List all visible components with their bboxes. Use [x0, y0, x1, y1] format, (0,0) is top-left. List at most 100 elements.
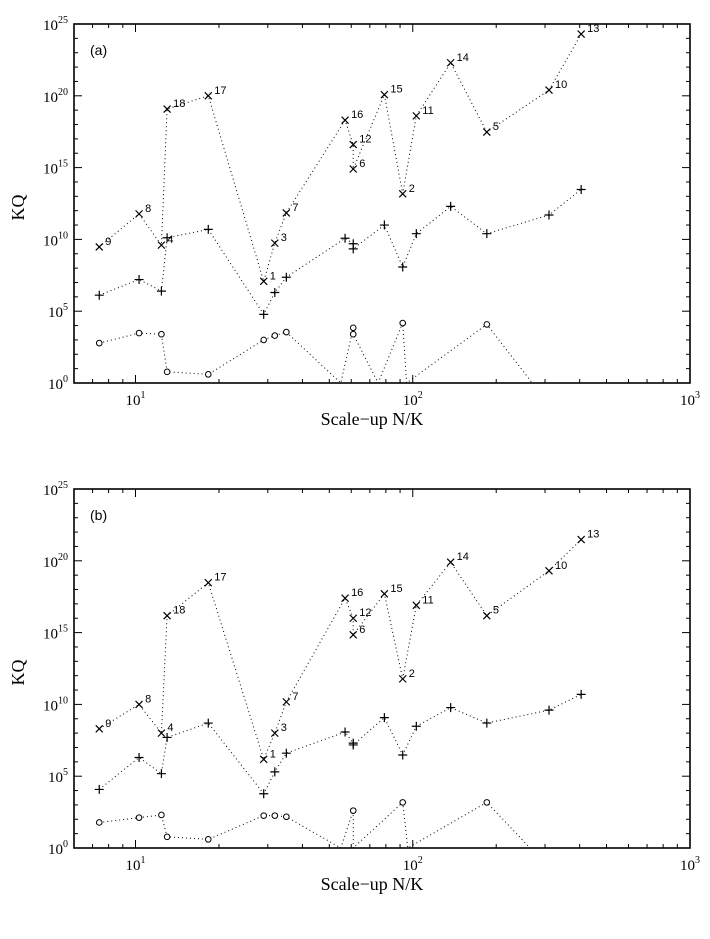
- cross-marker: [446, 58, 455, 67]
- circle-marker: [260, 336, 268, 344]
- y-tick-label: 1010: [43, 230, 68, 249]
- y-tick-label: 1010: [43, 695, 68, 714]
- plus-marker: [94, 290, 104, 300]
- y-tick-label: 105: [48, 767, 68, 786]
- point-label: 10: [555, 79, 567, 91]
- cross-marker: [157, 729, 166, 738]
- cross-marker: [577, 535, 586, 544]
- plot-area: [94, 30, 586, 383]
- point-label: 4: [167, 234, 173, 246]
- plus-marker: [379, 220, 389, 230]
- plus-marker: [482, 229, 492, 239]
- plus-marker: [544, 705, 554, 715]
- cross-marker: [380, 589, 389, 598]
- y-tick-label: 1025: [43, 15, 68, 34]
- cross-marker: [577, 30, 586, 38]
- point-label: 6: [359, 624, 365, 636]
- y-tick-label: 1015: [43, 159, 68, 178]
- point-label: 1: [270, 270, 276, 282]
- plus-marker: [203, 224, 213, 234]
- circle-marker: [399, 799, 407, 806]
- cross-marker: [282, 208, 291, 217]
- circle-marker: [135, 329, 143, 337]
- point-label: 7: [292, 691, 298, 703]
- axes-frame: [73, 23, 691, 384]
- panel-label: (a): [90, 42, 107, 58]
- y-tick-label: 105: [48, 302, 68, 321]
- cross-marker: [349, 630, 358, 639]
- x-tick-label: 103: [680, 855, 700, 874]
- cross-marker: [446, 558, 455, 567]
- circle-marker: [483, 799, 491, 806]
- axes-frame: [73, 488, 691, 849]
- circle-marker: [283, 813, 290, 821]
- point-label: 8: [145, 693, 151, 705]
- cross-marker: [380, 90, 389, 99]
- point-label: 7: [292, 202, 298, 214]
- plus-marker: [544, 210, 554, 220]
- plus-marker: [270, 288, 280, 298]
- series-line-plus: [98, 693, 582, 795]
- circle-marker: [95, 339, 103, 347]
- cross-marker: [95, 724, 104, 733]
- circle-marker: [349, 330, 357, 338]
- cross-marker: [157, 241, 166, 250]
- circle-marker: [95, 819, 103, 826]
- x-tick-label: 103: [680, 390, 700, 409]
- plus-marker: [398, 262, 408, 272]
- plus-marker: [203, 718, 213, 728]
- point-label: 14: [457, 52, 469, 64]
- x-tick-label: 102: [403, 390, 423, 409]
- plus-marker: [281, 272, 291, 282]
- plus-marker: [576, 184, 586, 194]
- point-label: 18: [173, 605, 185, 617]
- point-label: 15: [390, 583, 402, 595]
- cross-marker: [482, 611, 491, 620]
- plus-marker: [398, 750, 408, 760]
- cross-marker: [95, 242, 104, 251]
- point-label: 16: [351, 587, 363, 599]
- cross-marker: [204, 578, 213, 587]
- point-label: 12: [359, 134, 371, 146]
- point-label: 13: [587, 529, 599, 541]
- cross-marker: [270, 239, 279, 248]
- point-label: 15: [390, 84, 402, 96]
- point-label: 1: [270, 748, 276, 760]
- series-line-plus: [99, 189, 582, 316]
- cross-marker: [163, 611, 172, 620]
- plus-marker: [411, 229, 421, 239]
- plus-marker: [348, 244, 358, 254]
- circle-marker: [483, 321, 491, 328]
- y-tick-label: 1020: [43, 87, 68, 106]
- cross-marker: [259, 755, 268, 764]
- circle-marker: [135, 814, 143, 821]
- plus-marker: [156, 286, 166, 296]
- cross-marker: [282, 697, 291, 706]
- cross-marker: [545, 86, 553, 95]
- plus-marker: [94, 784, 104, 794]
- panel-label: (b): [90, 507, 107, 523]
- x-tick-label: 101: [126, 390, 146, 409]
- circle-marker: [260, 812, 268, 819]
- point-label: 6: [359, 158, 365, 170]
- cross-marker: [545, 566, 553, 575]
- y-tick-label: 1025: [43, 480, 68, 499]
- point-label: 18: [173, 98, 185, 110]
- x-axis-label: Scale−up N/K: [321, 409, 424, 429]
- y-axis-label: KQ: [8, 660, 28, 686]
- point-label: 10: [555, 560, 567, 572]
- circle-marker: [158, 811, 165, 819]
- series-line-circle: [99, 322, 533, 383]
- x-tick-label: 102: [403, 855, 423, 874]
- plus-marker: [134, 753, 144, 763]
- plus-marker: [482, 718, 492, 728]
- point-label: 3: [281, 232, 287, 244]
- plus-marker: [156, 769, 166, 779]
- circle-marker: [349, 324, 357, 332]
- plus-marker: [259, 309, 269, 319]
- x-minor-ticks: [73, 24, 691, 383]
- plus-marker: [446, 201, 456, 211]
- plot-area: [94, 535, 586, 848]
- circle-marker: [349, 807, 357, 814]
